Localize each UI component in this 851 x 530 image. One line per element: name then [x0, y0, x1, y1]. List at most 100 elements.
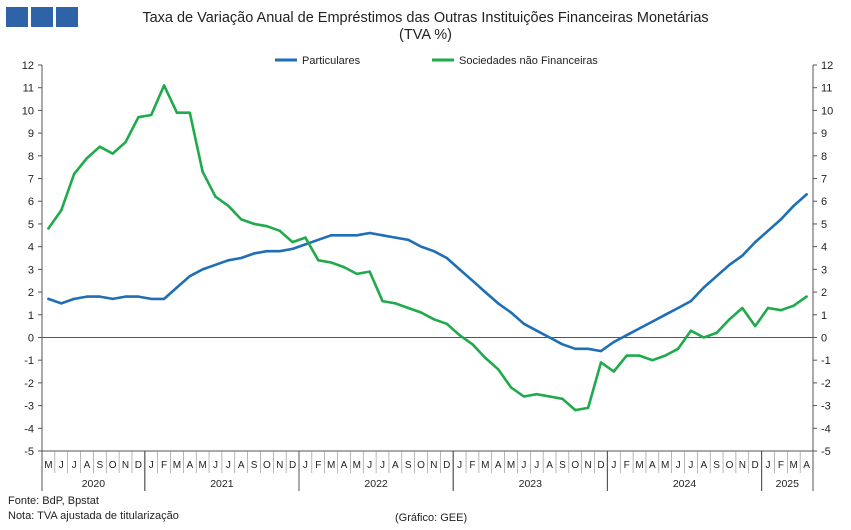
month-label: J — [213, 460, 218, 471]
data-point — [715, 331, 718, 335]
y-tick-label-left: 12 — [22, 60, 34, 72]
data-point — [304, 243, 307, 246]
month-label: A — [803, 460, 810, 471]
month-label: J — [380, 460, 385, 471]
year-label: 2022 — [364, 478, 388, 490]
data-point — [766, 306, 770, 310]
month-label: D — [443, 460, 450, 471]
y-tick-label-right: 8 — [821, 151, 827, 163]
y-tick-label-right: 7 — [821, 174, 827, 186]
month-label: J — [521, 460, 526, 471]
data-point — [496, 368, 500, 371]
year-label: 2021 — [210, 478, 234, 490]
series-lines — [47, 84, 808, 412]
data-point — [728, 263, 731, 267]
data-point — [638, 327, 641, 330]
month-label: A — [392, 460, 399, 471]
data-point — [471, 343, 474, 346]
month-label: J — [534, 460, 539, 471]
data-point — [407, 238, 410, 242]
y-tick-label-left: -4 — [24, 423, 34, 435]
y-tick-label-left: -3 — [24, 401, 34, 413]
y-tick-label-left: 2 — [28, 287, 34, 299]
month-label: J — [611, 460, 616, 471]
year-label: 2025 — [776, 478, 800, 490]
month-label: O — [571, 460, 579, 471]
data-point — [85, 156, 89, 160]
month-label: A — [341, 460, 348, 471]
data-point — [85, 295, 89, 298]
data-point — [150, 297, 153, 301]
y-tick-label-right: 2 — [821, 287, 827, 299]
data-point — [214, 263, 217, 267]
data-point — [676, 347, 680, 351]
month-label: S — [559, 460, 566, 471]
month-label: S — [713, 460, 720, 471]
data-point — [381, 234, 384, 237]
y-tick-label-left: -2 — [24, 378, 34, 390]
data-point — [702, 286, 705, 289]
data-point — [265, 249, 269, 253]
data-point — [124, 141, 127, 144]
data-point — [291, 247, 294, 251]
month-label: M — [507, 460, 515, 471]
month-label: D — [597, 460, 604, 471]
data-point — [509, 311, 513, 314]
data-point — [137, 116, 140, 119]
month-label: J — [688, 460, 693, 471]
month-label: S — [251, 460, 258, 471]
month-label: S — [405, 460, 412, 471]
y-tick-label-left: 1 — [28, 310, 34, 322]
month-label: A — [546, 460, 553, 471]
data-point — [214, 195, 217, 198]
month-label: A — [84, 460, 91, 471]
month-label: J — [226, 460, 231, 471]
data-point — [162, 297, 166, 301]
data-point — [689, 329, 693, 332]
data-point — [574, 408, 577, 412]
data-point — [599, 361, 603, 364]
month-label: N — [276, 460, 283, 471]
series-line-particulares — [47, 193, 808, 353]
month-label: J — [72, 460, 77, 471]
data-point — [574, 347, 577, 351]
y-tick-label-right: -4 — [821, 423, 831, 435]
y-tick-label-right: 6 — [821, 196, 827, 208]
data-point — [188, 111, 191, 114]
data-point — [111, 152, 114, 155]
y-tick-label-right: 1 — [821, 310, 827, 322]
y-tick-label-left: 9 — [28, 128, 34, 140]
month-label: D — [135, 460, 142, 471]
month-label: A — [700, 460, 707, 471]
data-point — [625, 334, 628, 337]
data-point — [535, 329, 538, 332]
data-point — [368, 231, 371, 235]
data-point — [753, 324, 757, 328]
month-label: A — [495, 460, 502, 471]
year-label: 2023 — [519, 478, 543, 490]
data-point — [509, 386, 513, 389]
month-label: J — [766, 460, 771, 471]
y-tick-label-right: 5 — [821, 219, 827, 231]
data-point — [188, 274, 191, 278]
data-point — [72, 297, 76, 301]
y-tick-label-left: 4 — [28, 242, 34, 254]
data-point — [419, 311, 423, 314]
data-point — [779, 309, 783, 312]
chart-subtitle: (TVA %) — [399, 27, 452, 43]
year-label: 2020 — [82, 478, 106, 490]
y-tick-label-left: 6 — [28, 196, 34, 208]
month-label: J — [149, 460, 154, 471]
month-label: M — [327, 460, 335, 471]
data-point — [329, 261, 333, 264]
data-point — [381, 299, 384, 303]
month-label: F — [469, 460, 475, 471]
data-point — [342, 265, 346, 269]
data-point — [304, 236, 307, 239]
data-point — [98, 145, 102, 148]
data-point — [162, 84, 166, 87]
data-point — [599, 349, 603, 353]
y-tick-label-right: -2 — [821, 378, 831, 390]
logo — [6, 7, 78, 27]
month-label: J — [457, 460, 462, 471]
